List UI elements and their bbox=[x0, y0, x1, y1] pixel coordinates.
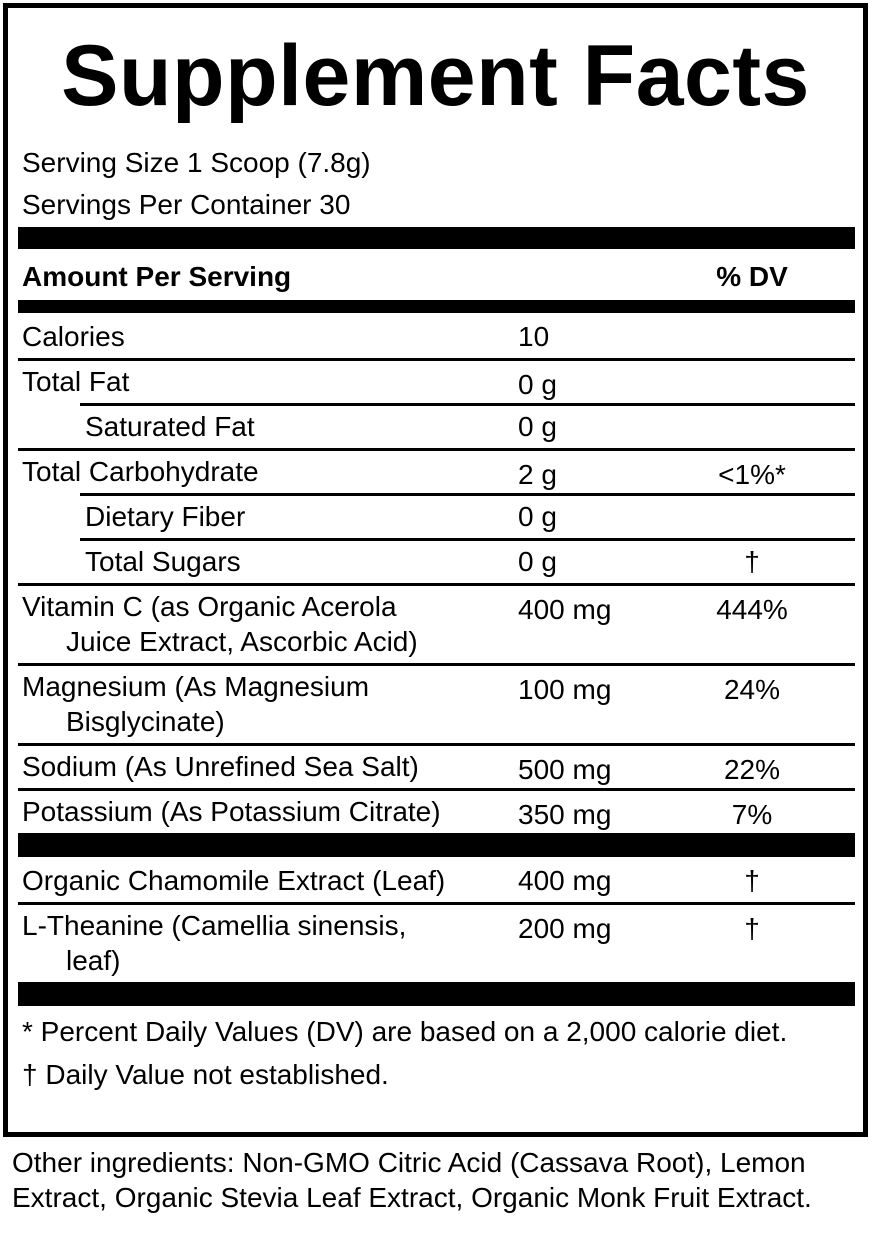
facts-row: Organic Chamomile Extract (Leaf) 400 mg † bbox=[18, 857, 855, 902]
amount-header: Amount Per Serving bbox=[22, 261, 292, 292]
nutrient-name: Sodium (As Unrefined Sea Salt) bbox=[22, 749, 512, 784]
nutrient-name: Dietary Fiber bbox=[85, 499, 575, 534]
nutrient-name: Magnesium (As Magnesium Bisglycinate) bbox=[22, 669, 512, 739]
thick-rule bbox=[18, 227, 855, 249]
amount: 100 mg bbox=[518, 674, 612, 705]
facts-row: Total Carbohydrate 2 g <1%* bbox=[18, 448, 855, 493]
facts-row: Vitamin C (as Organic Acerola Juice Extra… bbox=[18, 583, 855, 663]
nutrient-name: Potassium (As Potassium Citrate) bbox=[22, 794, 512, 829]
name-line: Vitamin C (as Organic Acerola bbox=[22, 591, 397, 622]
amount: 0 g bbox=[518, 369, 557, 400]
facts-row: Dietary Fiber 0 g bbox=[18, 493, 855, 538]
name-line: leaf) bbox=[66, 945, 121, 976]
daily-value: <1%* bbox=[718, 459, 786, 490]
daily-value: 7% bbox=[731, 799, 773, 830]
facts-row: Total Sugars 0 g † bbox=[18, 538, 855, 583]
facts-row: Magnesium (As Magnesium Bisglycinate) 100 … bbox=[18, 663, 855, 743]
name-line: Total Sugars bbox=[85, 546, 241, 577]
daily-value: 22% bbox=[723, 754, 781, 785]
name-line: Total Fat bbox=[22, 366, 130, 397]
name-line: Magnesium (As Magnesium bbox=[22, 671, 370, 702]
nutrient-name: L-Theanine (Camellia sinensis, leaf) bbox=[22, 908, 512, 978]
facts-row: Total Fat 0 g bbox=[18, 358, 855, 403]
name-line: Potassium (As Potassium Citrate) bbox=[22, 796, 441, 827]
facts-table: Calories 10 Total Fat 0 g Saturated Fat 0 g To… bbox=[18, 313, 855, 1092]
serving-size: Serving Size 1 Scoop (7.8g) bbox=[22, 147, 371, 178]
title: Supplement Facts bbox=[61, 28, 810, 124]
amount: 350 mg bbox=[518, 799, 612, 830]
facts-row: Potassium (As Potassium Citrate) 350 mg 7% bbox=[18, 788, 855, 833]
nutrient-name: Saturated Fat bbox=[85, 409, 575, 444]
daily-value: † bbox=[744, 913, 760, 944]
column-header: Amount Per Serving % DV bbox=[18, 257, 855, 297]
name-line: Dietary Fiber bbox=[85, 501, 246, 532]
facts-row: L-Theanine (Camellia sinensis, leaf) 200 m… bbox=[18, 902, 855, 982]
facts-panel: Supplement Facts Serving Size 1 Scoop (7… bbox=[3, 3, 868, 1137]
name-line: Bisglycinate) bbox=[66, 706, 225, 737]
amount: 400 mg bbox=[518, 594, 612, 625]
amount: 0 g bbox=[518, 411, 557, 442]
amount: 0 g bbox=[518, 546, 557, 577]
amount: 200 mg bbox=[518, 913, 612, 944]
amount: 500 mg bbox=[518, 754, 612, 785]
footnote: † Daily Value not established. bbox=[22, 1059, 389, 1090]
name-line: Saturated Fat bbox=[85, 411, 255, 442]
nutrient-name: Total Sugars bbox=[85, 544, 575, 579]
facts-row: Sodium (As Unrefined Sea Salt) 500 mg 22% bbox=[18, 743, 855, 788]
footnote: * Percent Daily Values (DV) are based on… bbox=[22, 1016, 788, 1047]
daily-value: 444% bbox=[716, 594, 788, 625]
facts-row: Saturated Fat 0 g bbox=[18, 403, 855, 448]
thick-rule bbox=[18, 982, 855, 1006]
other-ingredients: Other ingredients: Non-GMO Citric Acid (… bbox=[12, 1147, 812, 1213]
nutrient-name: Total Carbohydrate bbox=[22, 454, 512, 489]
daily-value: † bbox=[744, 546, 760, 577]
nutrient-name: Total Fat bbox=[22, 364, 512, 399]
amount: 0 g bbox=[518, 501, 557, 532]
name-line: Juice Extract, Ascorbic Acid) bbox=[66, 626, 418, 657]
daily-value: † bbox=[744, 865, 760, 896]
servings-per-container: Servings Per Container 30 bbox=[22, 189, 351, 220]
dv-header: % DV bbox=[716, 261, 788, 292]
name-line: Calories bbox=[22, 321, 125, 352]
name-line: Sodium (As Unrefined Sea Salt) bbox=[22, 751, 419, 782]
name-line: L-Theanine (Camellia sinensis, bbox=[22, 910, 407, 941]
amount: 2 g bbox=[518, 459, 557, 490]
facts-row: Calories 10 bbox=[18, 313, 855, 358]
name-line: Organic Chamomile Extract (Leaf) bbox=[22, 865, 446, 896]
name-line: Total Carbohydrate bbox=[22, 456, 259, 487]
daily-value: 24% bbox=[723, 674, 781, 705]
nutrient-name: Vitamin C (as Organic Acerola Juice Extra… bbox=[22, 589, 512, 659]
thick-rule bbox=[18, 833, 855, 857]
thick-rule bbox=[18, 300, 855, 313]
nutrient-name: Calories bbox=[22, 319, 512, 354]
amount: 10 bbox=[518, 321, 550, 352]
amount: 400 mg bbox=[518, 865, 612, 896]
nutrient-name: Organic Chamomile Extract (Leaf) bbox=[22, 863, 512, 898]
